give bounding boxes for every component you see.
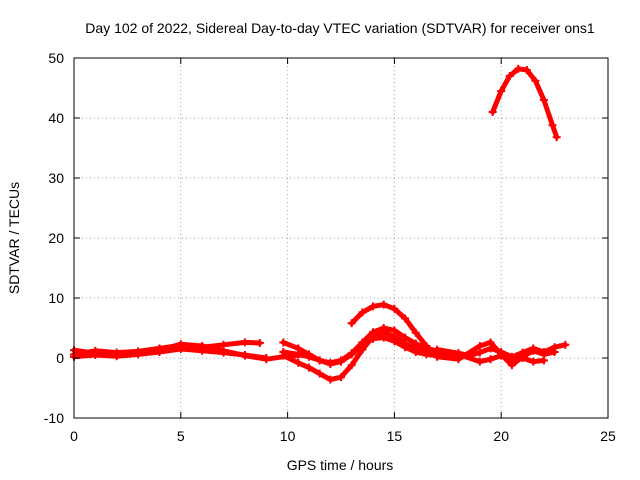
data-point (219, 348, 228, 357)
data-point (433, 352, 442, 361)
data-point (475, 342, 484, 350)
data-point (176, 345, 185, 353)
x-tick-label: 20 (493, 428, 509, 444)
data-point (326, 360, 335, 368)
data-point (486, 338, 495, 347)
x-tick-label: 5 (177, 428, 185, 444)
data-point (358, 340, 367, 349)
data-point (488, 108, 497, 116)
data-point (561, 340, 570, 349)
data-point (475, 357, 484, 366)
data-point (279, 338, 288, 347)
x-tick-label: 25 (600, 428, 616, 444)
data-point (198, 346, 207, 355)
series-track-6 (280, 335, 461, 367)
data-point (422, 342, 431, 350)
data-point (304, 352, 313, 361)
y-axis-label: SDTVAR / TECUs (6, 182, 22, 294)
data-point (347, 350, 356, 359)
data-point (390, 304, 399, 313)
data-point (315, 356, 324, 365)
data-point (411, 328, 420, 337)
data-point (401, 333, 410, 342)
y-tick-label: 10 (48, 290, 64, 306)
data-point (315, 369, 324, 378)
data-point (91, 351, 100, 359)
data-point (369, 302, 378, 311)
data-point (411, 348, 420, 356)
data-point (433, 345, 442, 354)
data-point (294, 350, 303, 359)
data-point (379, 300, 388, 309)
data-point (531, 76, 540, 85)
data-point (337, 373, 345, 382)
data-point (529, 357, 538, 366)
chart-title: Day 102 of 2022, Sidereal Day-to-day VTE… (85, 20, 595, 36)
data-point (112, 352, 121, 361)
data-point (422, 350, 431, 359)
data-point (390, 326, 399, 335)
data-point (279, 348, 288, 356)
data-point (514, 64, 523, 73)
data-series (70, 64, 570, 384)
data-point (548, 121, 557, 130)
x-tick-label: 15 (387, 428, 403, 444)
data-point (505, 72, 514, 80)
data-point (347, 361, 356, 370)
y-tick-label: 20 (48, 230, 64, 246)
data-point (134, 350, 143, 359)
data-point (550, 348, 559, 356)
data-point (401, 314, 410, 323)
data-point (552, 133, 561, 142)
data-point (326, 375, 335, 384)
x-axis-ticks: 0 5 10 15 20 25 (70, 58, 616, 444)
x-tick-label: 0 (70, 428, 78, 444)
y-tick-label: -10 (44, 410, 64, 426)
data-point (497, 351, 506, 360)
data-point (255, 339, 264, 347)
data-point (539, 356, 548, 365)
data-point (294, 358, 303, 367)
data-point (240, 351, 249, 359)
data-point (369, 334, 378, 343)
data-point (454, 350, 463, 359)
data-point (507, 356, 516, 365)
y-tick-label: 40 (48, 110, 64, 126)
y-tick-label: 30 (48, 170, 64, 186)
series-track-3 (71, 346, 269, 361)
data-point (529, 346, 538, 355)
data-point (411, 339, 420, 348)
y-tick-label: 50 (48, 50, 64, 66)
data-point (240, 338, 249, 347)
data-point (390, 337, 399, 346)
x-axis-label: GPS time / hours (287, 457, 394, 473)
data-point (486, 355, 495, 364)
data-point (539, 96, 548, 104)
data-point (522, 66, 531, 74)
data-point (379, 333, 388, 342)
data-point (304, 363, 313, 372)
data-point (497, 87, 506, 95)
data-point (358, 308, 367, 317)
series-track-11 (490, 66, 560, 140)
data-point (155, 348, 164, 356)
y-tick-label: 0 (56, 350, 64, 366)
data-point (337, 357, 345, 366)
data-point (379, 324, 388, 332)
y-axis-ticks: -10 0 10 20 30 40 50 (44, 50, 608, 426)
data-point (401, 343, 410, 352)
x-tick-label: 10 (280, 428, 296, 444)
data-point (518, 354, 527, 362)
data-point (262, 354, 271, 362)
data-point (347, 319, 356, 328)
